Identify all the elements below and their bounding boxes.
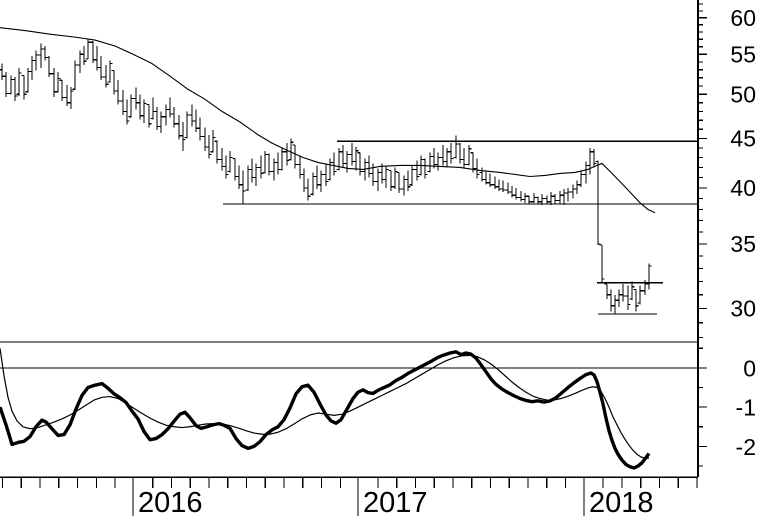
price-axis-label: 60 (730, 5, 756, 31)
ohlc-bars (0, 38, 652, 315)
price-axis-label: 55 (730, 41, 756, 67)
macd-line (0, 350, 651, 470)
price-axis-label: 45 (730, 125, 756, 151)
price-axis-label: 50 (730, 81, 756, 107)
x-axis-year-label: 2017 (363, 487, 428, 518)
x-axis-year-label: 2016 (138, 487, 203, 518)
oscillator-panel (0, 341, 698, 470)
x-axis: 2016 2017 2018 (0, 476, 698, 519)
y-axis: 60 55 50 45 40 35 30 0 -1 -2 (697, 0, 756, 477)
x-axis-year-label: 2018 (589, 487, 654, 518)
oscillator-axis-label: -2 (736, 434, 756, 460)
price-axis-label: 35 (730, 231, 756, 257)
oscillator-axis-label: 0 (743, 355, 756, 381)
oscillator-axis-label: -1 (736, 395, 756, 421)
price-axis-label: 40 (730, 175, 756, 201)
signal-line (0, 348, 649, 459)
price-axis-label: 30 (730, 296, 756, 322)
